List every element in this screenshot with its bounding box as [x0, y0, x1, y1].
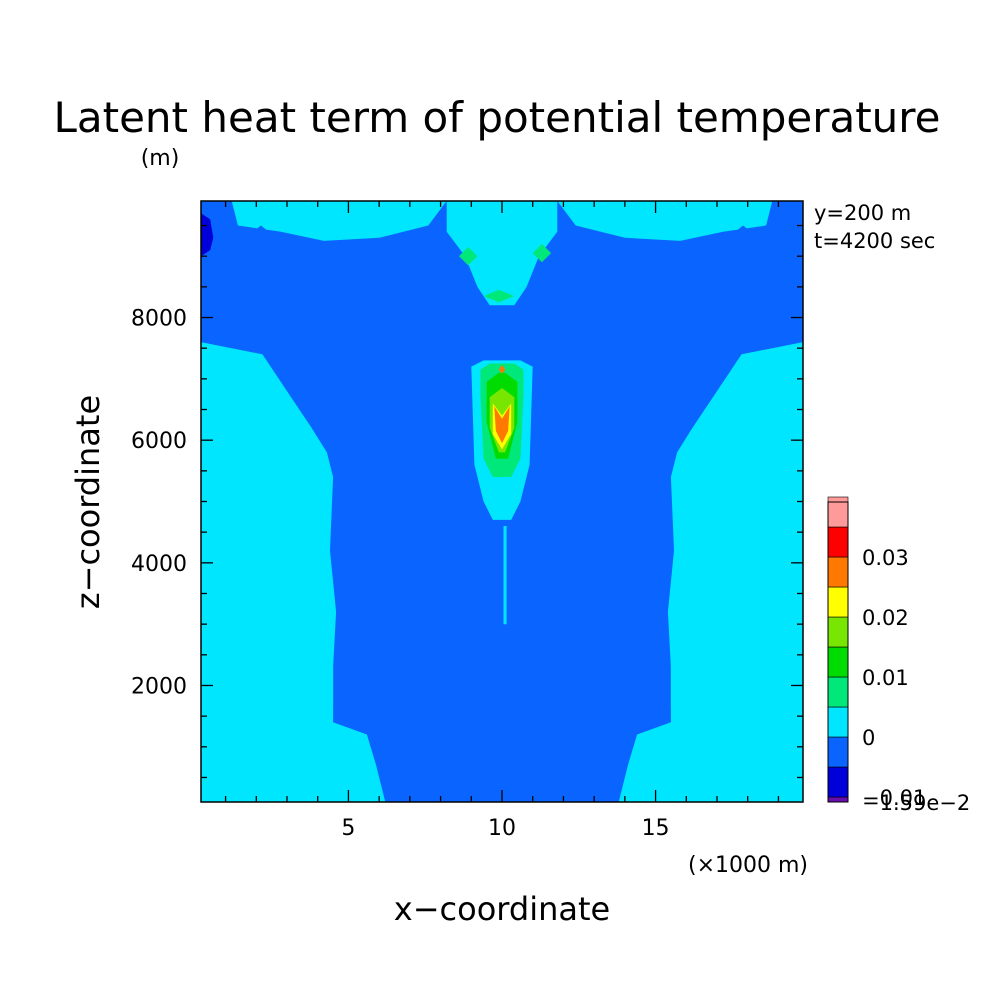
contour-region — [525, 559, 532, 572]
colorbar-cell — [827, 766, 849, 798]
contour-region — [201, 636, 334, 707]
contour-region — [201, 213, 214, 257]
y-axis-label: z−coordinate — [69, 395, 107, 609]
y-tick-label: 8000 — [131, 307, 187, 332]
contour-region — [503, 526, 507, 625]
x-axis-label: x−coordinate — [394, 890, 610, 928]
annotation-y: y=200 m — [814, 201, 911, 225]
contour-region — [475, 519, 489, 551]
y-tick-label: 6000 — [131, 429, 187, 454]
colorbar-cell — [827, 616, 849, 648]
colorbar-cell — [827, 796, 849, 803]
colorbar-cell — [827, 676, 849, 708]
contour-region — [522, 519, 535, 551]
colorbar-cell — [827, 556, 849, 588]
contour-region — [251, 225, 271, 233]
x-axis-ticks: 5 10 15 — [224, 201, 780, 841]
contour-region — [477, 590, 485, 609]
colorbar-tick-label: 0 — [862, 726, 875, 750]
colorbar: 0.03 0.02 0.01 0 −0.01−1.59e−2 — [827, 496, 970, 815]
colorbar-cell — [827, 646, 849, 678]
x-tick-label: 10 — [488, 816, 516, 841]
colorbar-labels: 0.03 0.02 0.01 0 −0.01−1.59e−2 — [862, 546, 970, 815]
contour-region — [798, 213, 803, 251]
contour-region — [525, 590, 533, 609]
colorbar-frame — [827, 501, 849, 803]
contour-region — [532, 243, 552, 263]
colorbar-cell — [827, 736, 849, 768]
y-axis-ticks: 2000 4000 6000 8000 — [131, 224, 803, 779]
contour-region — [459, 247, 478, 266]
chart-title: Latent heat term of potential temperatur… — [53, 93, 940, 142]
contour-fill-regions — [201, 201, 803, 802]
contour-region — [479, 559, 486, 572]
x-unit-label: (×1000 m) — [688, 853, 808, 878]
x-tick-label: 5 — [341, 816, 355, 841]
contour-region — [670, 636, 803, 707]
colorbar-tick-label: −0.01 — [862, 786, 926, 810]
colorbar-cell — [827, 526, 849, 558]
contour-region — [446, 201, 558, 306]
colorbar-cell — [827, 706, 849, 738]
colorbar-tick-label: 0.01 — [862, 666, 909, 690]
y-tick-label: 4000 — [131, 552, 187, 577]
contour-region — [483, 289, 515, 303]
colorbar-tick-label: 0.03 — [862, 546, 909, 570]
contour-region — [557, 201, 773, 241]
colorbar-tick-label: 0.02 — [862, 606, 909, 630]
plot-area: 5 10 15 2000 4000 6000 8000 — [131, 200, 804, 841]
colorbar-cells — [827, 496, 849, 803]
contour-region — [231, 201, 447, 241]
y-tick-label: 2000 — [131, 674, 187, 699]
colorbar-tick-label: −1.59e−2 — [862, 791, 970, 815]
annotation-t: t=4200 sec — [814, 229, 935, 253]
contour-region — [498, 364, 506, 374]
y-unit-label: (m) — [141, 146, 180, 171]
contour-region — [733, 225, 753, 233]
x-tick-label: 15 — [642, 816, 670, 841]
contour-region — [494, 406, 510, 444]
colorbar-cell — [827, 586, 849, 618]
